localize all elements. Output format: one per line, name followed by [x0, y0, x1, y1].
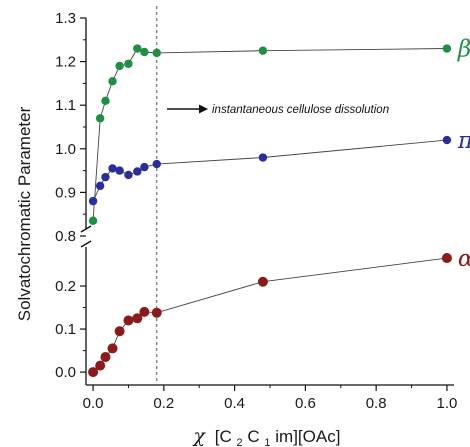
x-tick-label: 0.4	[224, 395, 245, 412]
data-point-beta	[108, 77, 117, 86]
y-tick-label: 0.0	[55, 364, 76, 381]
x-axis-title-part: im][OAc]	[275, 427, 340, 446]
data-point-beta	[88, 216, 98, 225]
data-point-beta	[115, 61, 124, 71]
data-point-beta	[152, 48, 161, 58]
data-point-alpha	[123, 315, 134, 326]
data-point-alpha	[88, 367, 99, 378]
data-point-pi-star	[133, 167, 142, 176]
y-tick-label: 1.0	[55, 141, 76, 158]
x-axis-title-sub: 1	[264, 437, 270, 447]
data-point-pi-star	[124, 170, 133, 180]
axis-break-mark	[80, 225, 92, 233]
y-axis-title: Solvatochromatic Parameter	[15, 106, 34, 321]
data-point-beta	[95, 114, 105, 123]
data-point-beta	[140, 47, 149, 57]
series-label-alpha: α	[458, 246, 470, 272]
data-point-pi-star	[95, 181, 105, 191]
x-axis-title: χ [C 2 C 1 im][OAc]	[192, 425, 341, 447]
series-label-pi-star: π*	[457, 128, 470, 154]
series-group: β π* α	[88, 37, 470, 378]
annotation-group: instantaneous cellulose dissolution	[167, 104, 389, 116]
annotation-text: instantaneous cellulose dissolution	[212, 104, 389, 116]
data-point-beta	[442, 44, 452, 53]
y-tick-label: 1.3	[55, 10, 76, 27]
axis-titles: Solvatochromatic Parameter χ [C 2 C 1 im…	[15, 106, 340, 447]
data-point-alpha	[151, 307, 162, 318]
x-tick-label: 0.6	[295, 395, 316, 412]
data-point-alpha	[139, 306, 150, 317]
data-point-alpha	[114, 326, 125, 337]
y-axis-ticks: 0.8 0.9 1.0 1.1 1.2 1.3 0.0 0.1 0.2	[55, 10, 86, 381]
axis-break-mark	[80, 240, 92, 248]
y-tick-label: 1.1	[55, 97, 76, 114]
x-axis-title-chi: χ	[192, 425, 207, 447]
x-axis-title-part: [C	[215, 427, 232, 446]
data-point-pi-star	[108, 164, 117, 173]
data-point-pi-star	[258, 153, 268, 162]
data-point-beta	[124, 59, 133, 68]
data-point-alpha	[107, 343, 118, 354]
data-point-pi-star	[115, 166, 124, 175]
y-tick-label: 0.1	[55, 321, 76, 338]
y-tick-label: 0.2	[55, 278, 76, 295]
x-axis-ticks: 0.0 0.2 0.4 0.6 0.8 1.0	[83, 385, 457, 412]
data-point-pi-star	[140, 162, 149, 172]
data-point-beta	[101, 96, 110, 106]
y-tick-label: 1.2	[55, 54, 76, 71]
x-tick-label: 0.2	[153, 395, 174, 412]
data-point-alpha	[257, 276, 268, 287]
y-tick-label: 0.8	[55, 228, 76, 245]
data-point-alpha	[100, 352, 111, 363]
annotation-arrowhead	[199, 104, 208, 114]
axes-frame	[80, 18, 454, 386]
x-tick-label: 0.8	[366, 395, 387, 412]
x-tick-label: 0.0	[83, 395, 104, 412]
data-point-alpha	[441, 253, 452, 264]
series-label-beta: β	[457, 37, 470, 63]
data-point-beta	[133, 44, 142, 53]
data-point-alpha	[132, 313, 143, 324]
data-point-alpha	[95, 360, 106, 371]
data-point-pi-star	[442, 135, 452, 145]
x-tick-label: 1.0	[436, 395, 457, 412]
data-point-pi-star	[88, 196, 98, 206]
series-line-beta	[92, 47, 447, 221]
y-tick-label: 0.9	[55, 184, 76, 201]
data-point-beta	[258, 46, 268, 55]
data-point-pi-star	[101, 172, 110, 182]
x-axis-title-part: C	[247, 427, 259, 446]
data-point-pi-star	[152, 159, 161, 169]
x-axis-title-sub: 2	[237, 437, 243, 447]
